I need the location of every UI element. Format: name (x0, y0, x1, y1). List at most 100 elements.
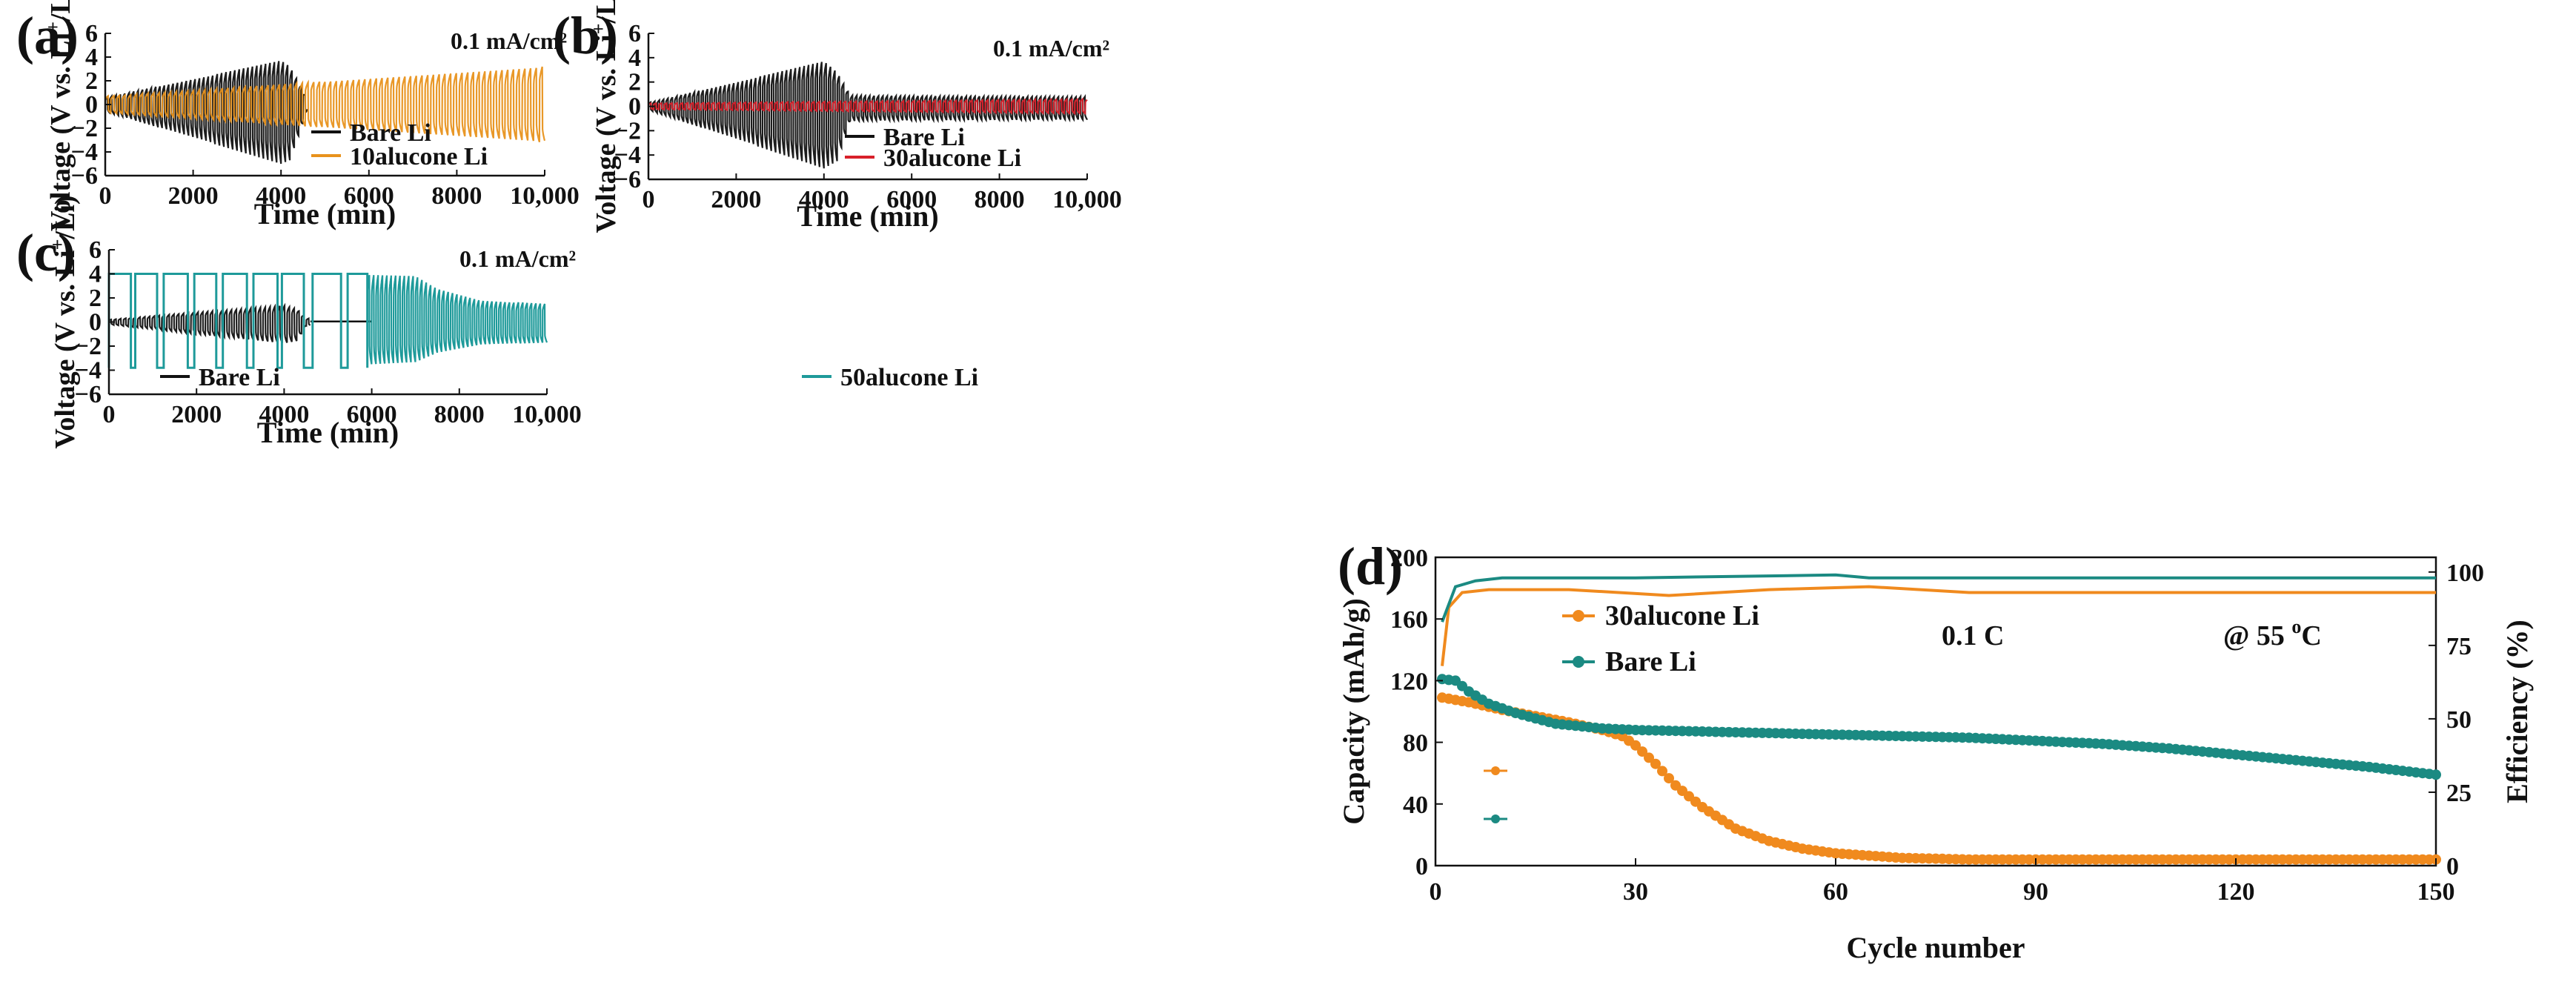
y-axis-label-tail: /Li) (591, 0, 622, 24)
y-tick-label: 4 (85, 44, 98, 71)
condition-label: 0.1 C (1942, 620, 2004, 651)
x-tick-label: 8000 (975, 186, 1025, 213)
series-line-1 (647, 62, 1089, 169)
x-tick-label: 0 (99, 182, 112, 210)
y-tick-label-right: 75 (2446, 633, 2472, 660)
x-tick-label: 4000 (256, 182, 306, 210)
legend-label: Bare Li (883, 124, 965, 151)
series-line-2 (648, 96, 1088, 116)
x-tick-label: 60 (1823, 878, 1848, 906)
y-axis-label: Voltage (V vs. Li+/Li) (47, 195, 81, 448)
x-tick-label: 2000 (171, 401, 222, 428)
y-tick-label: −2 (614, 117, 641, 145)
legend-marker (1573, 656, 1584, 668)
x-axis-label: Time (min) (254, 197, 396, 230)
panel-label: (d) (1338, 537, 1403, 596)
y-axis-label-tail: /Li) (45, 0, 76, 22)
x-tick-label: 30 (1623, 878, 1648, 906)
x-tick-label: 6000 (347, 401, 397, 428)
x-tick-label: 0 (103, 401, 116, 428)
x-tick-label: 4000 (799, 186, 849, 213)
panel-label: (a) (16, 6, 79, 65)
legend-marker (1573, 610, 1584, 622)
y-axis-label-main: Voltage (V vs. Li (50, 250, 81, 448)
y-tick-label-right: 25 (2446, 780, 2472, 807)
y-tick-label: −2 (71, 115, 98, 142)
x-tick-label: 2000 (168, 182, 219, 210)
capacity-marker (1664, 773, 1674, 784)
y-tick-label: −6 (75, 381, 102, 408)
y-tick-label-right: 50 (2446, 706, 2472, 734)
y-tick-label: −6 (71, 162, 98, 190)
y-tick-label-left: 80 (1403, 730, 1428, 757)
y-axis-label-sup: + (588, 24, 609, 35)
y-tick-label-left: 200 (1390, 545, 1428, 572)
legend-label: Bare Li (199, 364, 280, 391)
legend-label: Bare Li (350, 119, 431, 147)
capacity-marker (1650, 758, 1661, 769)
legend-label: 10alucone Li (350, 143, 488, 170)
x-tick-label: 2000 (711, 186, 761, 213)
y-tick-label: 2 (85, 67, 98, 95)
y-tick-label: 6 (89, 236, 102, 264)
x-tick-label: 10,000 (1052, 186, 1122, 213)
series-line-2 (104, 66, 546, 142)
panel-label: (b) (553, 6, 618, 65)
x-axis-label: Cycle number (1846, 931, 2025, 964)
capacity-marker (1637, 746, 1647, 757)
capacity-marker (2431, 769, 2441, 780)
legend-label: 30alucone Li (883, 145, 1021, 172)
series-line-2-square (107, 273, 369, 369)
plot-frame (1434, 556, 2437, 867)
capacity-marker (1630, 740, 1641, 751)
x-tick-label: 0 (643, 186, 655, 213)
series-line-2-osc (366, 274, 548, 365)
y-tick-label-left: 120 (1390, 668, 1428, 695)
legend-label: 30alucone Li (1605, 600, 1759, 631)
legend-label: 50alucone Li (840, 364, 978, 391)
x-axis-label: Time (min) (797, 199, 938, 233)
y-axis-label-sup: + (42, 21, 64, 33)
x-tick-label: 6000 (886, 186, 937, 213)
x-tick-label: 8000 (431, 182, 482, 210)
y-tick-label-left: 160 (1390, 606, 1428, 634)
x-tick-label: 4000 (259, 401, 309, 428)
series-line-1 (104, 61, 308, 165)
x-tick-label: 8000 (434, 401, 485, 428)
legend-label: Bare Li (1605, 646, 1696, 677)
y-axis-label-right: Efficiency (%) (2500, 620, 2534, 803)
y-tick-label: 2 (89, 285, 102, 312)
y-tick-label: 6 (628, 20, 641, 47)
temperature-main: @ 55 (2223, 620, 2291, 651)
y-axis-label-main: Voltage (V vs. Li (591, 34, 622, 233)
y-tick-label: −6 (614, 166, 641, 193)
axis-indicator-marker (1491, 814, 1500, 823)
y-axis-label-tail: /Li) (50, 195, 81, 239)
y-tick-label-left: 40 (1403, 792, 1428, 819)
y-tick-label: 4 (628, 44, 641, 72)
condition-label: 0.1 mA/cm² (993, 35, 1109, 62)
x-tick-label: 0 (1430, 878, 1442, 906)
y-tick-label: 4 (89, 261, 102, 288)
y-tick-label: 0 (85, 91, 98, 119)
x-tick-label: 90 (2023, 878, 2048, 906)
y-tick-label: −4 (71, 139, 98, 166)
x-tick-label: 6000 (344, 182, 394, 210)
y-tick-label: −4 (614, 142, 641, 169)
x-tick-label: 10,000 (510, 182, 580, 210)
efficiency-line-4 (1441, 573, 2436, 623)
temperature-sup: o (2291, 616, 2301, 637)
y-tick-label-right: 100 (2446, 560, 2484, 587)
y-tick-label: 6 (85, 20, 98, 47)
condition-label: 0.1 mA/cm² (459, 245, 576, 272)
y-axis-label-main: Voltage (V vs. Li (45, 33, 76, 231)
y-tick-label: 0 (89, 309, 102, 336)
y-tick-label: −2 (75, 333, 102, 360)
y-tick-label: −4 (75, 357, 102, 385)
temperature-unit: C (2301, 620, 2321, 651)
x-axis-label: Time (min) (257, 416, 399, 449)
x-tick-label: 150 (2417, 878, 2455, 906)
